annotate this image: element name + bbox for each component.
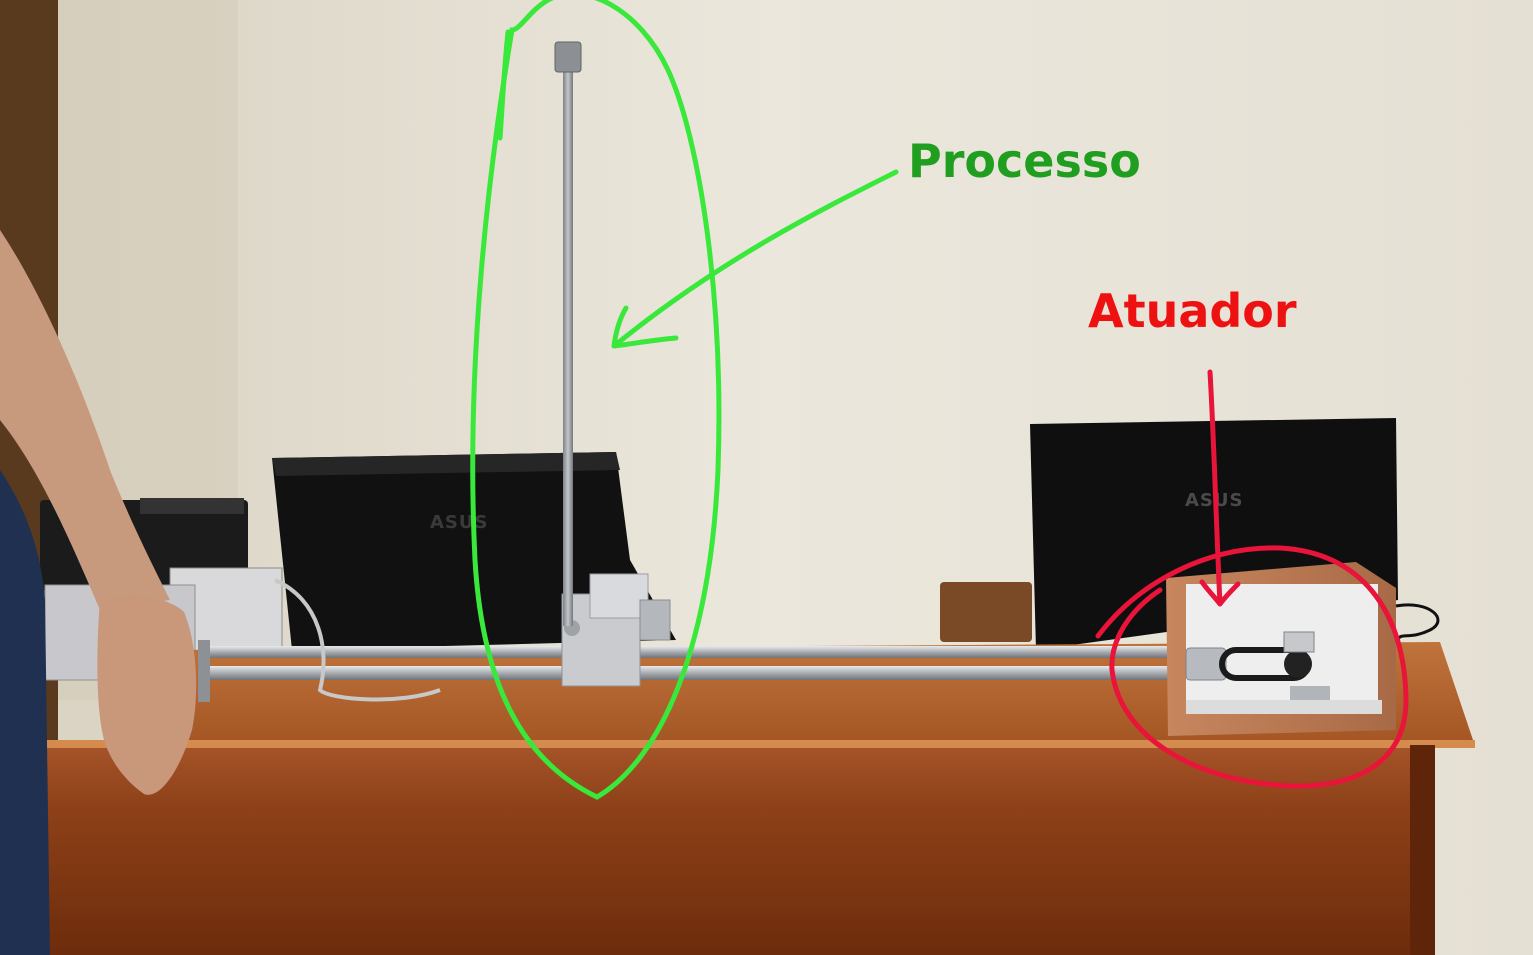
bearing-block	[1283, 631, 1315, 653]
actuator-cable	[1395, 603, 1440, 641]
process-label: Processo	[908, 134, 1141, 188]
motor	[1185, 647, 1227, 681]
desk-leg-right	[1410, 745, 1435, 955]
chair-back	[940, 582, 1032, 642]
left-laptop-logo: ASUS	[430, 512, 488, 533]
cart-assembly	[561, 573, 671, 687]
process-arrow-icon	[611, 169, 899, 349]
process-outline-tick-icon	[497, 29, 511, 141]
pulley	[1284, 650, 1312, 678]
actuator-housing	[1166, 562, 1396, 736]
cable	[274, 578, 441, 702]
rail-end-cap	[198, 640, 210, 702]
rail-lower	[198, 666, 1188, 680]
desk-front	[40, 742, 1435, 955]
actuator-arrow-icon	[1199, 369, 1241, 607]
process-outline-icon	[470, 0, 722, 800]
person-arm	[0, 230, 197, 955]
pendulum-weight	[554, 41, 582, 73]
equipment-box-top	[140, 498, 244, 514]
actuator-outline-icon	[1095, 545, 1409, 789]
actuator-label: Atuador	[1088, 284, 1297, 338]
pendulum-rod	[563, 66, 573, 626]
desk-edge	[40, 740, 1475, 748]
rail-upper	[198, 646, 1188, 658]
